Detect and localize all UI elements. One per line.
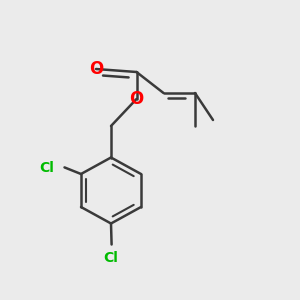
Text: O: O	[89, 60, 103, 78]
Text: Cl: Cl	[103, 251, 118, 265]
Text: Cl: Cl	[39, 161, 54, 175]
Text: O: O	[129, 90, 144, 108]
